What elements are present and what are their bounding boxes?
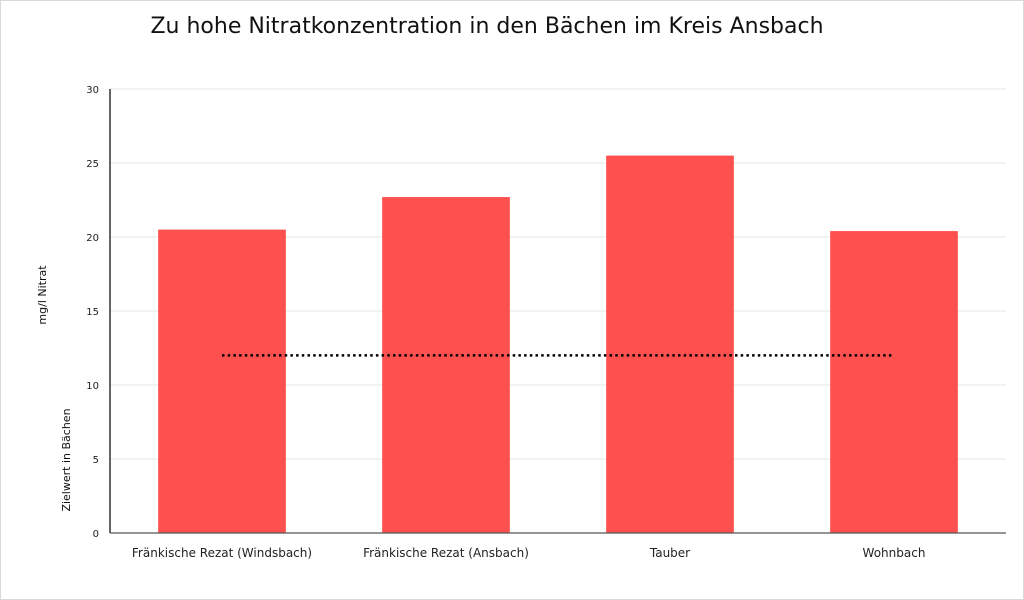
bar xyxy=(382,197,510,534)
x-tick-label: Tauber xyxy=(649,546,690,560)
chart-title: Zu hohe Nitratkonzentration in den Bäche… xyxy=(150,14,824,39)
target-line-label: Zielwert in Bächen xyxy=(60,408,73,511)
x-tick-label: Fränkische Rezat (Ansbach) xyxy=(363,546,529,560)
y-tick-label: 20 xyxy=(86,233,99,244)
y-tick-label: 15 xyxy=(86,307,99,318)
y-axis-label: mg/l Nitrat xyxy=(36,265,49,325)
y-tick-label: 30 xyxy=(86,85,99,96)
bar xyxy=(158,229,286,533)
x-tick-label: Fränkische Rezat (Windsbach) xyxy=(132,546,312,560)
y-tick-label: 10 xyxy=(86,381,99,392)
y-tick-label: 25 xyxy=(86,159,99,170)
y-tick-label: 5 xyxy=(93,455,99,466)
bar xyxy=(830,231,958,533)
y-tick-label: 0 xyxy=(93,529,99,540)
bar xyxy=(606,155,734,533)
x-tick-label: Wohnbach xyxy=(863,546,926,560)
